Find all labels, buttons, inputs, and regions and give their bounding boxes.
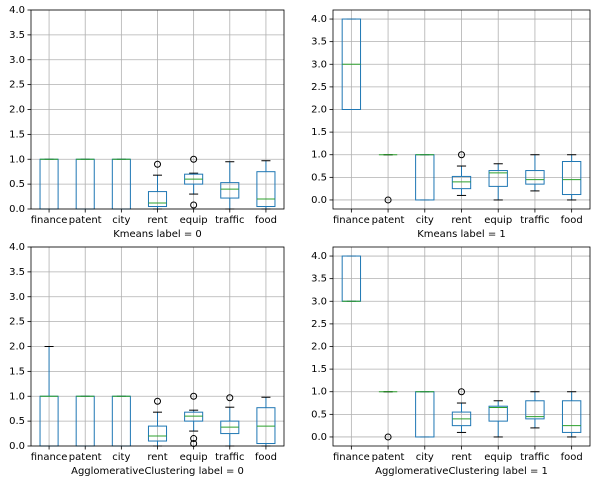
x-tick-label: patent (372, 215, 405, 226)
outlier (458, 151, 465, 159)
y-tick-label: 1.0 (311, 387, 327, 398)
axes-frame (30, 246, 285, 447)
y-tick-label: 1.5 (311, 127, 327, 138)
x-tick-label: finance (333, 452, 370, 463)
box (451, 175, 472, 190)
y-tick-label: 0.0 (311, 432, 327, 443)
outlier (190, 435, 198, 443)
y-tick-label: 3.0 (9, 55, 25, 66)
box (525, 400, 545, 420)
y-tick-label: 1.0 (9, 154, 25, 165)
y-tick-label: 4.0 (9, 242, 25, 253)
box (147, 425, 168, 442)
outlier (458, 388, 465, 396)
outlier (190, 155, 198, 163)
y-tick-label: 2.0 (311, 342, 327, 353)
outlier (154, 160, 161, 168)
x-tick-label: food (255, 215, 277, 226)
x-tick-label: food (561, 215, 583, 226)
y-tick-label: 0.5 (9, 416, 25, 427)
box (561, 400, 582, 433)
y-tick-label: 2.0 (9, 342, 25, 353)
outlier (226, 394, 234, 402)
x-tick-label: finance (31, 215, 68, 226)
y-tick-label: 1.5 (9, 129, 25, 140)
box (561, 161, 582, 196)
outlier (154, 397, 161, 405)
x-tick-label: city (112, 215, 130, 226)
x-tick-label: equip (484, 215, 512, 226)
outlier (190, 201, 198, 209)
y-tick-label: 1.5 (9, 366, 25, 377)
outlier (190, 440, 198, 448)
y-tick-label: 2.5 (311, 319, 327, 330)
x-tick-label: food (255, 452, 277, 463)
x-tick-label: rent (451, 215, 471, 226)
axes-frame (332, 246, 591, 447)
axes-frame (30, 9, 285, 210)
x-tick-label: traffic (520, 452, 549, 463)
x-tick-label: traffic (215, 452, 244, 463)
y-tick-label: 0.0 (311, 195, 327, 206)
x-tick-label: food (561, 452, 583, 463)
y-tick-label: 0.0 (9, 441, 25, 452)
y-tick-label: 2.0 (311, 105, 327, 116)
y-tick-label: 4.0 (9, 5, 25, 16)
outlier (384, 433, 392, 441)
y-tick-label: 3.5 (311, 37, 327, 48)
box (220, 182, 240, 199)
y-tick-label: 2.0 (9, 105, 25, 116)
x-tick-label: finance (333, 215, 370, 226)
y-tick-label: 3.0 (311, 296, 327, 307)
box (147, 191, 168, 208)
x-axis-label: AgglomerativeClustering label = 0 (71, 466, 244, 477)
y-tick-label: 3.0 (311, 59, 327, 70)
outlier (384, 196, 392, 204)
x-tick-label: patent (372, 452, 405, 463)
y-tick-label: 1.5 (311, 364, 327, 375)
y-tick-label: 1.0 (311, 150, 327, 161)
axes-frame (332, 9, 591, 210)
x-tick-label: rent (147, 215, 167, 226)
x-tick-label: rent (147, 452, 167, 463)
y-tick-label: 3.5 (311, 274, 327, 285)
x-tick-label: traffic (520, 215, 549, 226)
y-tick-label: 3.5 (9, 30, 25, 41)
x-tick-label: rent (451, 452, 471, 463)
y-tick-label: 2.5 (9, 317, 25, 328)
y-tick-label: 0.5 (311, 409, 327, 420)
y-tick-label: 1.0 (9, 391, 25, 402)
y-tick-label: 4.0 (311, 14, 327, 25)
x-axis-label: AgglomerativeClustering label = 1 (375, 466, 548, 477)
y-tick-label: 2.5 (9, 80, 25, 91)
x-axis-label: Kmeans label = 1 (417, 229, 506, 240)
box (525, 170, 545, 185)
y-tick-label: 2.5 (311, 82, 327, 93)
x-tick-label: equip (180, 452, 208, 463)
y-tick-label: 3.5 (9, 267, 25, 278)
x-axis-label: Kmeans label = 0 (113, 229, 202, 240)
x-tick-label: city (112, 452, 130, 463)
box (488, 170, 508, 187)
x-tick-label: equip (484, 452, 512, 463)
box (488, 405, 508, 422)
y-tick-label: 0.5 (9, 179, 25, 190)
x-tick-label: patent (69, 215, 102, 226)
x-tick-label: city (416, 452, 434, 463)
x-tick-label: patent (69, 452, 102, 463)
x-tick-label: finance (31, 452, 68, 463)
x-tick-label: equip (180, 215, 208, 226)
box (256, 171, 276, 208)
outlier (190, 392, 198, 400)
y-tick-label: 0.5 (311, 172, 327, 183)
y-tick-label: 4.0 (311, 251, 327, 262)
x-tick-label: city (416, 215, 434, 226)
y-tick-label: 3.0 (9, 292, 25, 303)
x-tick-label: traffic (215, 215, 244, 226)
y-tick-label: 0.0 (9, 204, 25, 215)
